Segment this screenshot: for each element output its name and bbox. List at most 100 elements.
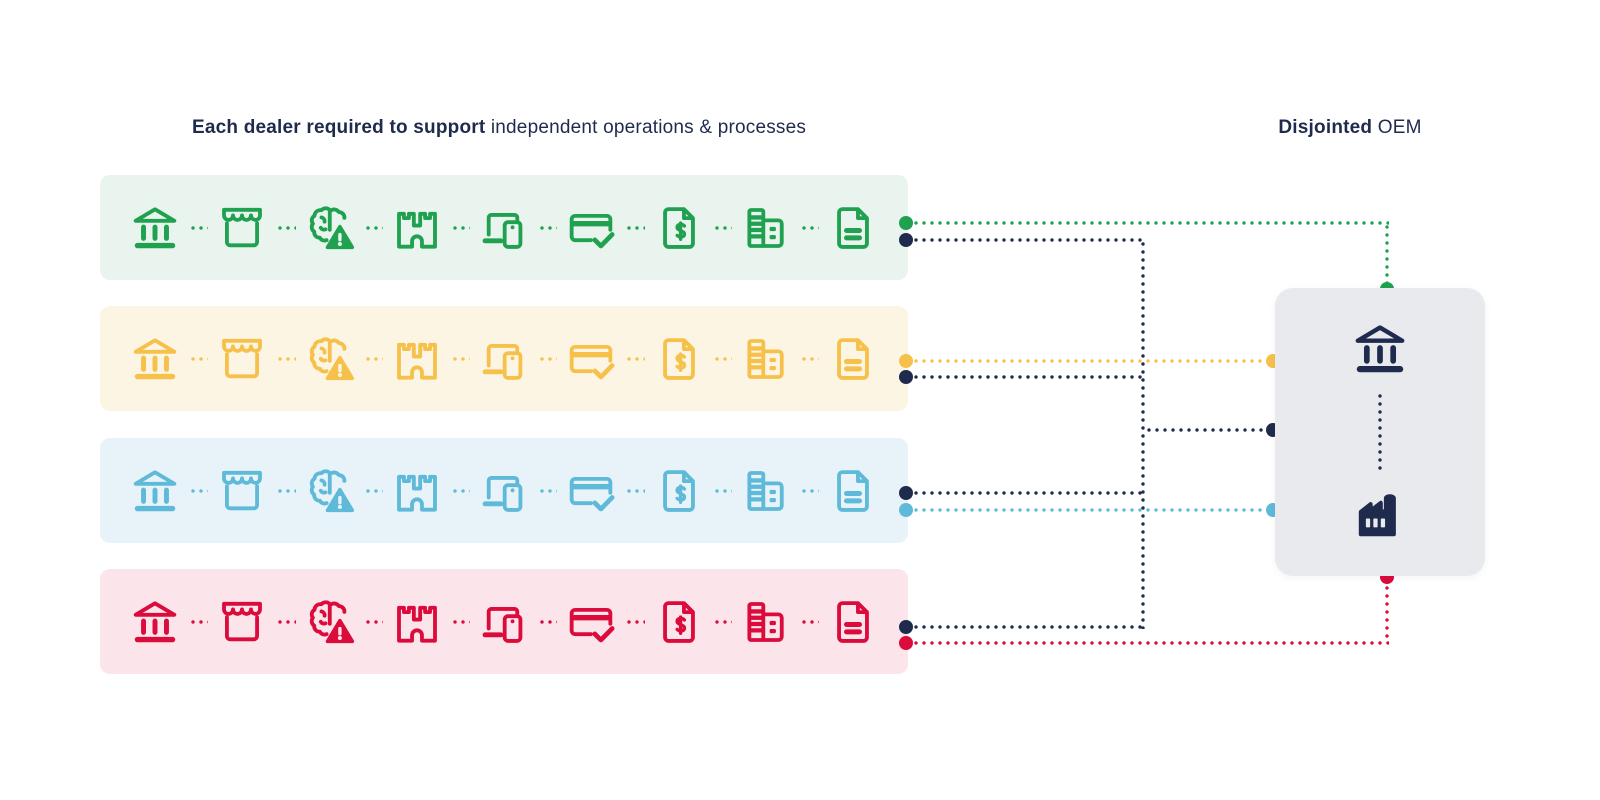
dotted-connector xyxy=(450,356,470,361)
navy-trunk-vertical xyxy=(1141,240,1145,629)
bank-icon xyxy=(128,201,182,255)
storefront-icon xyxy=(215,201,269,255)
navy-source-dot-2 xyxy=(899,370,913,384)
dotted-connector xyxy=(625,488,645,493)
bank-icon xyxy=(128,332,182,386)
left-title-bold: Each dealer required to support xyxy=(192,117,486,138)
devices-icon xyxy=(477,201,531,255)
navy-connector-dealer3 xyxy=(912,491,1145,495)
dotted-connector xyxy=(712,356,732,361)
bank-icon xyxy=(1349,318,1411,380)
dotted-connector xyxy=(538,356,558,361)
dotted-connector xyxy=(276,619,296,624)
green-connector-vertical xyxy=(1385,223,1389,284)
castle-icon xyxy=(390,595,444,649)
dotted-connector xyxy=(450,225,470,230)
storefront-icon xyxy=(215,332,269,386)
dotted-connector xyxy=(363,225,383,230)
document-icon xyxy=(826,332,880,386)
invoice-dollar-icon xyxy=(652,595,706,649)
oem-dotted-separator xyxy=(1378,392,1382,470)
red-source-dot xyxy=(899,636,913,650)
right-title-regular: OEM xyxy=(1372,117,1422,138)
brain-alert-icon xyxy=(303,201,357,255)
dotted-connector xyxy=(625,356,645,361)
dotted-connector xyxy=(712,488,732,493)
dotted-connector xyxy=(189,225,209,230)
navy-connector-dealer4 xyxy=(912,625,1145,629)
dotted-connector xyxy=(276,356,296,361)
office-building-icon xyxy=(739,201,793,255)
navy-source-dot-4 xyxy=(899,620,913,634)
office-building-icon xyxy=(739,332,793,386)
red-connector-horizontal xyxy=(912,641,1389,645)
green-source-dot xyxy=(899,216,913,230)
dotted-connector xyxy=(450,488,470,493)
dotted-connector xyxy=(712,225,732,230)
card-check-icon xyxy=(564,464,618,518)
invoice-dollar-icon xyxy=(652,201,706,255)
dotted-connector xyxy=(450,619,470,624)
devices-icon xyxy=(477,332,531,386)
dotted-connector xyxy=(538,619,558,624)
invoice-dollar-icon xyxy=(652,464,706,518)
document-icon xyxy=(826,464,880,518)
document-icon xyxy=(826,595,880,649)
brain-alert-icon xyxy=(303,332,357,386)
factory-icon xyxy=(1348,482,1412,546)
green-connector-horizontal xyxy=(912,221,1389,225)
dealer-row-dealer-2 xyxy=(100,306,908,411)
blue-source-dot xyxy=(899,503,913,517)
brain-alert-icon xyxy=(303,464,357,518)
bank-icon xyxy=(128,595,182,649)
document-icon xyxy=(826,201,880,255)
castle-icon xyxy=(390,464,444,518)
dotted-connector xyxy=(189,488,209,493)
dotted-connector xyxy=(799,225,819,230)
storefront-icon xyxy=(215,464,269,518)
devices-icon xyxy=(477,595,531,649)
dotted-connector xyxy=(363,356,383,361)
storefront-icon xyxy=(215,595,269,649)
dealer-row-dealer-4 xyxy=(100,569,908,674)
dotted-connector xyxy=(799,619,819,624)
red-connector-vertical xyxy=(1385,584,1389,643)
dotted-connector xyxy=(712,619,732,624)
devices-icon xyxy=(477,464,531,518)
dotted-connector xyxy=(363,619,383,624)
oem-panel xyxy=(1275,288,1485,576)
dotted-connector xyxy=(625,225,645,230)
castle-icon xyxy=(390,201,444,255)
invoice-dollar-icon xyxy=(652,332,706,386)
blue-connector-horizontal xyxy=(912,508,1266,512)
yellow-source-dot xyxy=(899,354,913,368)
dotted-connector xyxy=(363,488,383,493)
navy-branch-to-oem xyxy=(1145,428,1266,432)
dotted-connector xyxy=(799,488,819,493)
navy-source-dot-3 xyxy=(899,486,913,500)
office-building-icon xyxy=(739,464,793,518)
brain-alert-icon xyxy=(303,595,357,649)
dotted-connector xyxy=(538,488,558,493)
dotted-connector xyxy=(799,356,819,361)
yellow-connector-horizontal xyxy=(912,359,1266,363)
left-title: Each dealer required to support independ… xyxy=(192,114,806,141)
card-check-icon xyxy=(564,595,618,649)
dotted-connector xyxy=(189,619,209,624)
card-check-icon xyxy=(564,201,618,255)
navy-connector-dealer1 xyxy=(912,238,1145,242)
office-building-icon xyxy=(739,595,793,649)
right-title-bold: Disjointed xyxy=(1278,117,1373,138)
bank-icon xyxy=(128,464,182,518)
navy-source-dot-1 xyxy=(899,233,913,247)
card-check-icon xyxy=(564,332,618,386)
castle-icon xyxy=(390,332,444,386)
dotted-connector xyxy=(276,488,296,493)
right-title: Disjointed OEM xyxy=(1205,114,1495,141)
dealer-row-dealer-1 xyxy=(100,175,908,280)
dotted-connector xyxy=(625,619,645,624)
left-title-regular: independent operations & processes xyxy=(485,117,807,138)
dotted-connector xyxy=(538,225,558,230)
dealer-row-dealer-3 xyxy=(100,438,908,543)
